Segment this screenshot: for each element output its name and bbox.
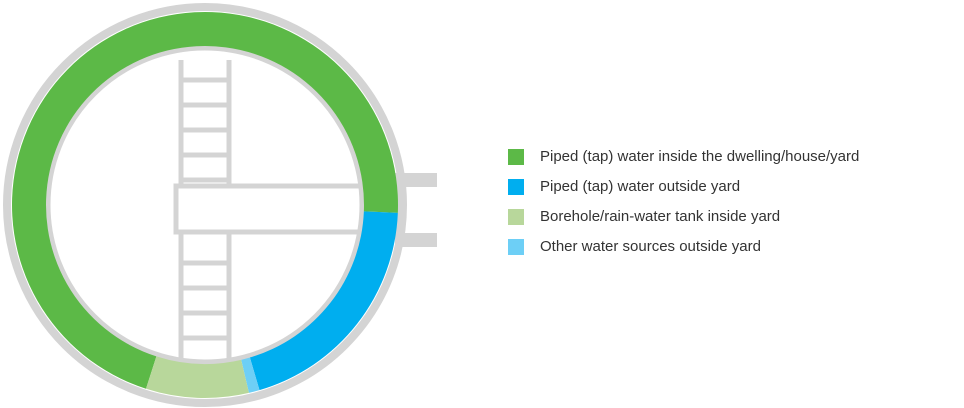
- legend-swatch: [508, 149, 524, 165]
- legend-label: Piped (tap) water outside yard: [540, 178, 740, 195]
- legend-swatch: [508, 239, 524, 255]
- legend-swatch: [508, 209, 524, 225]
- legend-label: Piped (tap) water inside the dwelling/ho…: [540, 148, 859, 165]
- legend-label: Other water sources outside yard: [540, 238, 761, 255]
- outer-ring: [7, 7, 403, 403]
- ladder: [181, 60, 229, 365]
- legend-swatch: [508, 179, 524, 195]
- chart: Piped (tap) water inside the dwelling/ho…: [0, 0, 964, 408]
- legend-label: Borehole/rain-water tank inside yard: [540, 208, 780, 225]
- page: {"chart_data": {"type": "donut", "catego…: [0, 0, 964, 408]
